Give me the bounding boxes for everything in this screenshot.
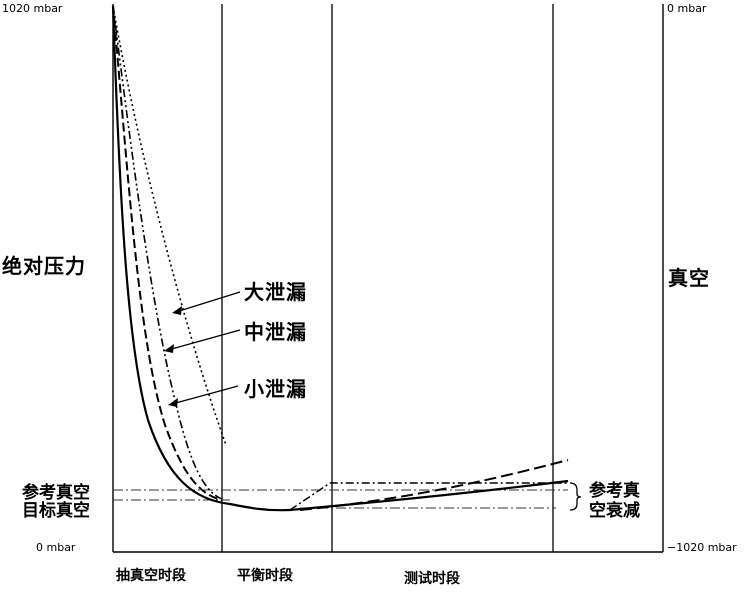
small-leak-arrowhead [168, 398, 178, 407]
medium-leak-rise [289, 482, 568, 511]
large-leak-arrowhead [172, 306, 182, 315]
decay-label-line2: 空衰减 [589, 501, 640, 521]
reference-vacuum-label: 参考真空 [22, 483, 90, 503]
left-axis-title: 绝对压力 [2, 254, 86, 278]
large-leak-arrow [175, 291, 241, 313]
right-top-label: 0 mbar [667, 2, 707, 15]
right-axis-title: 真空 [668, 266, 710, 290]
small-leak-curve [112, 5, 223, 501]
large-leak-curve [112, 5, 227, 446]
decay-label-line1: 参考真 [589, 481, 640, 501]
medium-leak-arrow [167, 329, 241, 351]
medium-leak-arrowhead [164, 344, 174, 353]
small-leak-label: 小泄漏 [244, 377, 307, 401]
small-leak-arrow [171, 385, 239, 405]
medium-leak-curve [112, 5, 226, 501]
right-bottom-label: −1020 mbar [667, 541, 737, 554]
target-vacuum-label: 目标真空 [22, 501, 90, 521]
large-leak-label: 大泄漏 [244, 280, 307, 304]
medium-leak-label: 中泄漏 [244, 320, 307, 344]
reference-curve [111, 5, 291, 512]
phase-test-label: 测试时段 [404, 571, 460, 587]
small-leak-test [299, 459, 569, 511]
phase-balance-label: 平衡时段 [237, 568, 293, 584]
left-bottom-label: 0 mbar [36, 541, 76, 554]
left-top-label: 1020 mbar [2, 2, 63, 15]
decay-brace [569, 482, 582, 511]
phase-evacuation-label: 抽真空时段 [116, 568, 186, 584]
